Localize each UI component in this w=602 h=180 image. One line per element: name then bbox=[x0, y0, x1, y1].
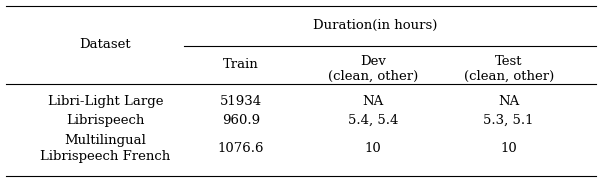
Text: NA: NA bbox=[498, 95, 520, 108]
Text: Test: Test bbox=[495, 55, 523, 68]
Text: 51934: 51934 bbox=[220, 95, 262, 108]
Text: (clean, other): (clean, other) bbox=[464, 70, 554, 83]
Text: Libri-Light Large: Libri-Light Large bbox=[48, 95, 163, 108]
Text: Train: Train bbox=[223, 58, 259, 71]
Text: 10: 10 bbox=[500, 142, 517, 155]
Text: Duration(in hours): Duration(in hours) bbox=[312, 19, 437, 32]
Text: Dataset: Dataset bbox=[79, 39, 131, 51]
Text: 960.9: 960.9 bbox=[222, 114, 260, 127]
Text: Dev: Dev bbox=[361, 55, 386, 68]
Text: 5.3, 5.1: 5.3, 5.1 bbox=[483, 114, 534, 127]
Text: Librispeech: Librispeech bbox=[66, 114, 144, 127]
Text: (clean, other): (clean, other) bbox=[328, 70, 418, 83]
Text: Multilingual
Librispeech French: Multilingual Librispeech French bbox=[40, 134, 170, 163]
Text: 1076.6: 1076.6 bbox=[217, 142, 264, 155]
Text: NA: NA bbox=[362, 95, 384, 108]
Text: 5.4, 5.4: 5.4, 5.4 bbox=[348, 114, 399, 127]
Text: 10: 10 bbox=[365, 142, 382, 155]
